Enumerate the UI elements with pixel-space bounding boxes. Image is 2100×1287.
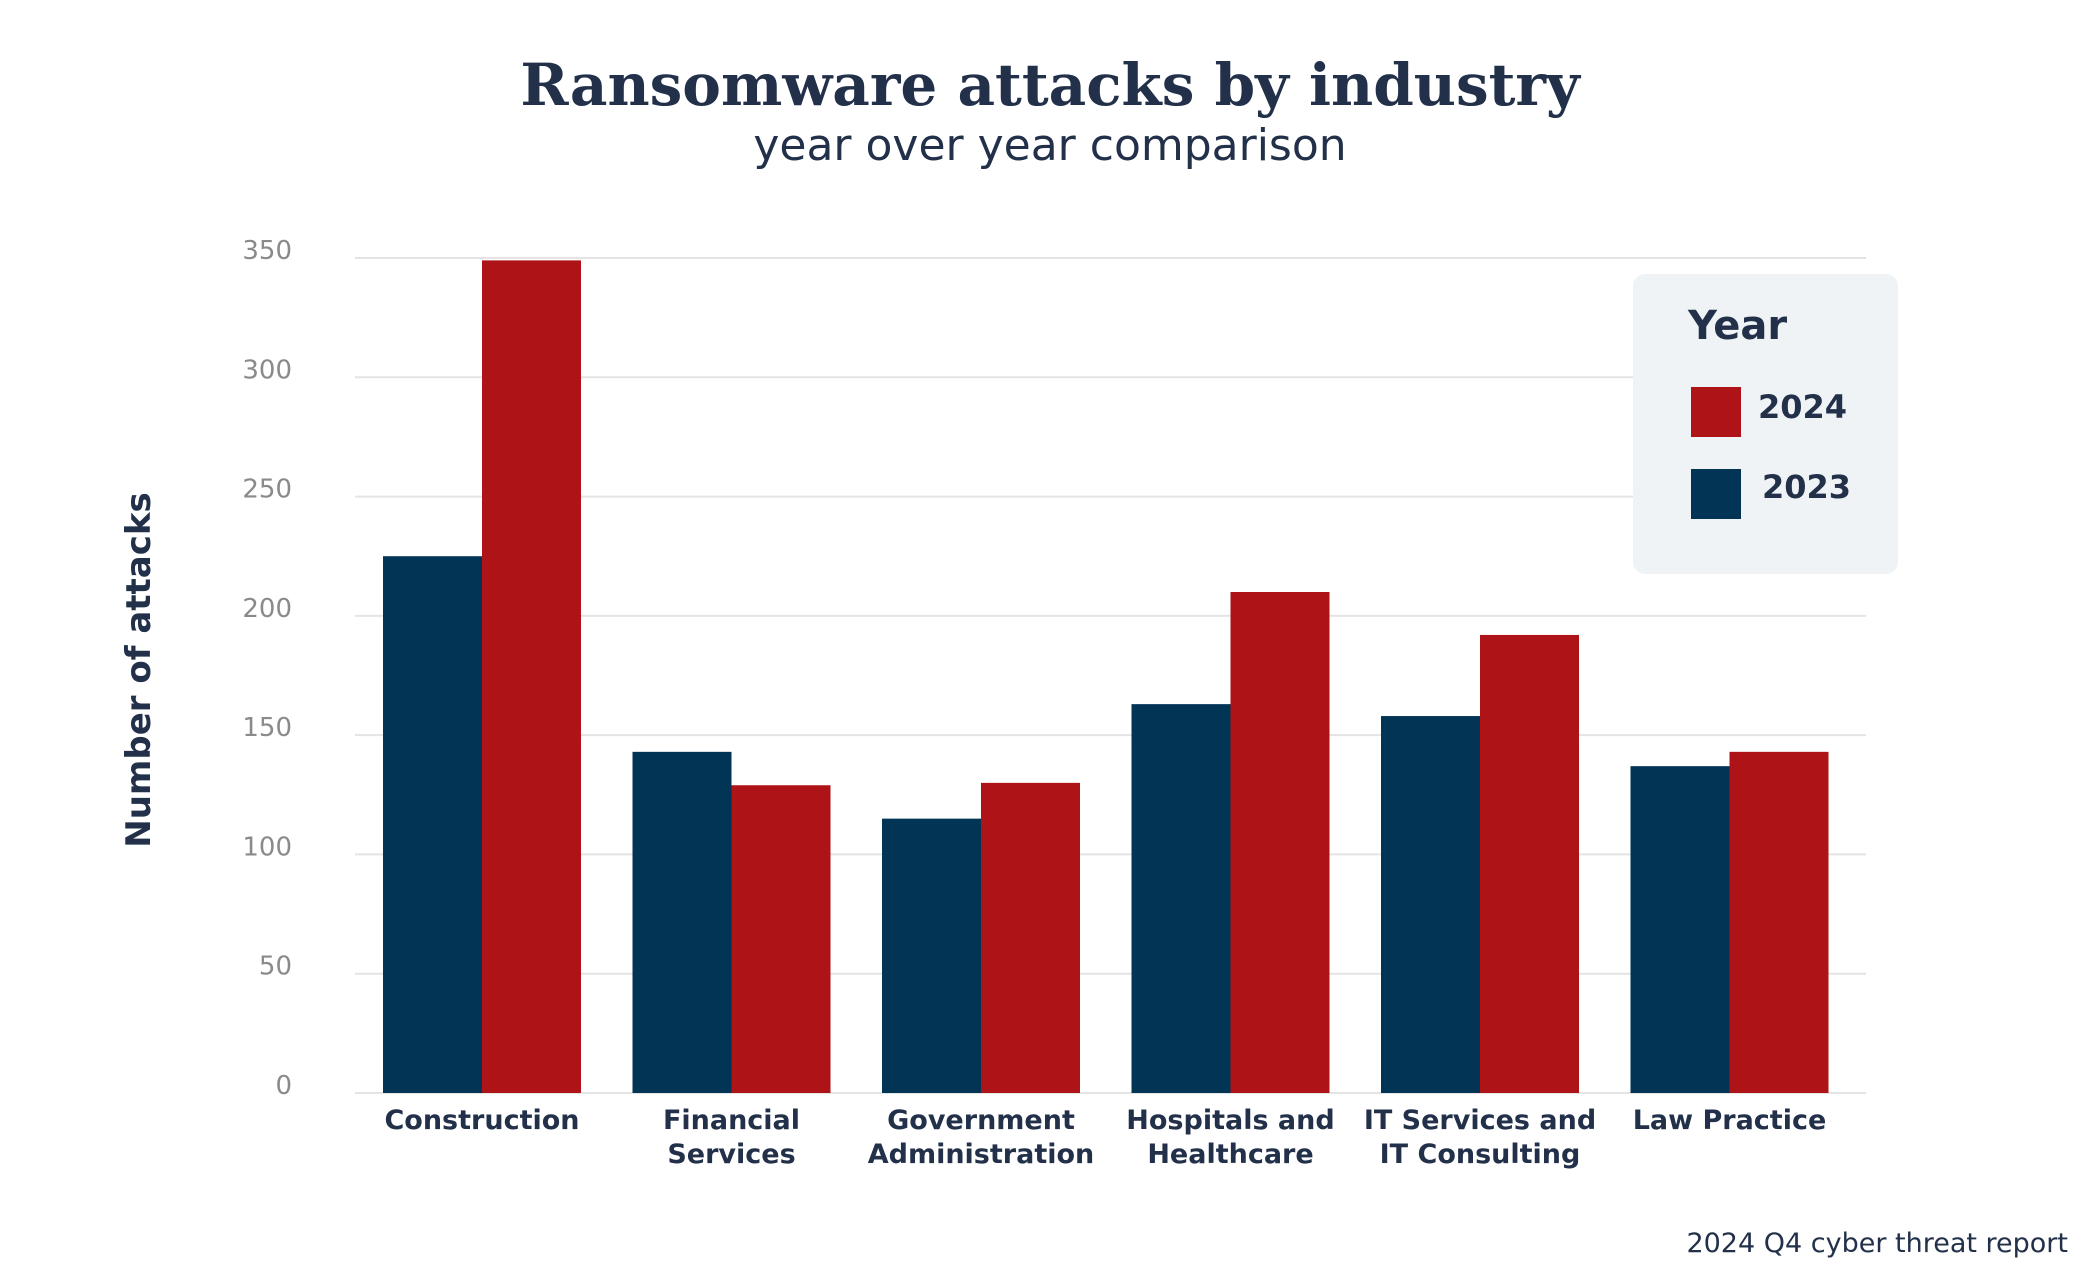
- x-tick-label-it-services-and-it-consulting: IT Services and IT Consulting: [1364, 1105, 1596, 1170]
- y-axis-ticks: 0 50 100 150 200 250 300 350: [242, 236, 292, 1101]
- bars: [383, 260, 1829, 1093]
- bar-2023-construction: [383, 556, 482, 1093]
- bar-2024-financial-services: [731, 785, 831, 1093]
- legend-swatch-2023: [1691, 469, 1741, 519]
- y-tick-label-100: 100: [242, 832, 292, 862]
- y-axis-label: Number of attacks: [119, 492, 159, 847]
- bar-2024-hospitals-and-healthcare: [1230, 592, 1330, 1093]
- x-tick-label-law-practice: Law Practice: [1633, 1105, 1827, 1136]
- x-tick-label-financial-services: Financial Services: [663, 1105, 800, 1170]
- bar-2023-law-practice: [1630, 766, 1730, 1093]
- source-note: 2024 Q4 cyber threat report: [1686, 1228, 2068, 1259]
- x-axis-ticks: Construction Financial Services Government A…: [384, 1105, 1826, 1170]
- gridlines: [355, 257, 1866, 1094]
- bar-2023-hospitals-and-healthcare: [1131, 704, 1231, 1093]
- chart-title: Ransomware attacks by industry: [520, 51, 1582, 119]
- y-tick-label-300: 300: [242, 355, 292, 385]
- x-tick-label-government-administration: Government Administration: [868, 1105, 1095, 1170]
- y-tick-label-250: 250: [242, 475, 292, 505]
- y-tick-label-150: 150: [242, 713, 292, 743]
- bar-2024-it-services-and-it-consulting: [1480, 634, 1579, 1093]
- legend-title: Year: [1687, 303, 1787, 349]
- legend-label-2023: 2023: [1762, 468, 1851, 506]
- bar-2023-financial-services: [632, 751, 732, 1093]
- bar-2024-government-administration: [981, 782, 1080, 1093]
- bar-2023-it-services-and-it-consulting: [1381, 716, 1480, 1093]
- y-tick-label-350: 350: [242, 236, 292, 266]
- x-tick-label-construction: Construction: [384, 1105, 579, 1136]
- y-tick-label-50: 50: [259, 952, 292, 982]
- y-tick-label-200: 200: [242, 594, 292, 624]
- chart-subtitle: year over year comparison: [753, 120, 1346, 171]
- bar-2024-construction: [482, 260, 581, 1093]
- x-tick-label-hospitals-and-healthcare: Hospitals and Healthcare: [1126, 1105, 1334, 1170]
- legend-label-2024: 2024: [1758, 388, 1847, 426]
- legend: Year 2024 2023: [1633, 274, 1898, 574]
- bar-2023-government-administration: [882, 818, 981, 1093]
- bar-2024-law-practice: [1729, 751, 1829, 1093]
- y-tick-label-0: 0: [275, 1071, 292, 1101]
- legend-swatch-2024: [1691, 387, 1741, 437]
